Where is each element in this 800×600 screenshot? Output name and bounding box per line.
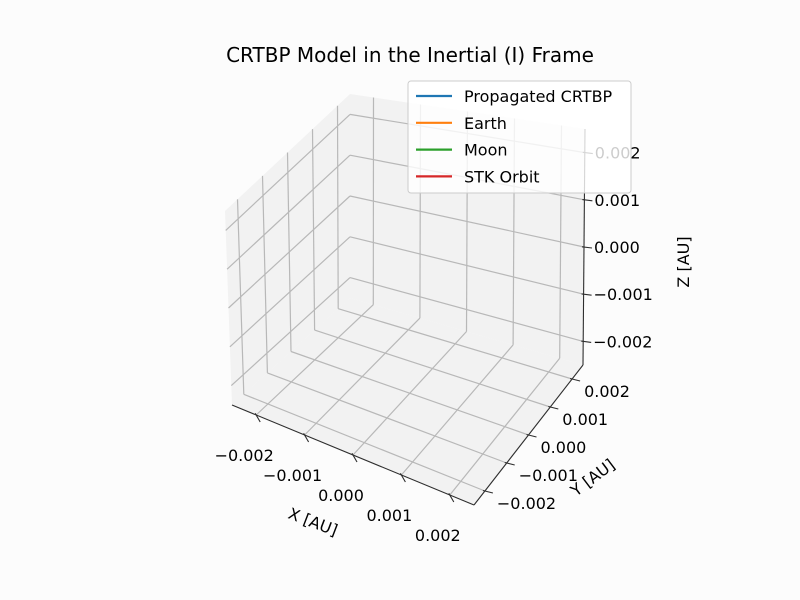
x-tick-mark: [254, 413, 261, 423]
x-tick-label: 0.000: [318, 486, 364, 505]
legend-item: Earth: [416, 114, 507, 133]
y-tick-mark: [482, 489, 494, 494]
legend-item: STK Orbit: [416, 167, 540, 186]
legend-item: Propagated CRTBP: [416, 87, 613, 106]
x-tick-label: 0.002: [415, 526, 461, 545]
z-grid-back: [349, 277, 584, 342]
y-grid-floor: [314, 329, 551, 408]
x-tick-mark: [303, 433, 310, 443]
y-grid-floor: [290, 350, 529, 436]
y-tick-mark: [504, 461, 515, 466]
z-tick-mark: [581, 293, 592, 296]
legend-label: Earth: [464, 114, 507, 133]
z-tick-label: 0.001: [594, 191, 640, 210]
y-tick-label: 0.002: [584, 382, 630, 401]
left-pane: [225, 94, 350, 405]
y-tick-label: 0.001: [562, 410, 608, 429]
z-grid-left: [229, 236, 351, 348]
x-tick-mark: [351, 453, 358, 463]
z-tick-label: −0.001: [594, 285, 653, 304]
z-tick-label: 0.000: [594, 238, 640, 257]
y-tick-mark: [569, 377, 581, 382]
legend: Propagated CRTBP Earth Moon STK Orbit: [407, 80, 632, 194]
x-axis-label: X [AU]: [286, 504, 341, 540]
y-grid-floor: [267, 372, 507, 464]
x-tick-label: −0.002: [215, 446, 274, 465]
z-tick-mark: [581, 246, 593, 249]
y-tick-labels: −0.002 −0.001 0.000 0.001 0.002: [497, 382, 630, 513]
legend-item: Moon: [416, 141, 508, 160]
x-tick-label: −0.001: [263, 466, 322, 485]
x-tick-label: 0.001: [366, 506, 412, 525]
z-tick-mark: [581, 340, 592, 343]
z-grid-left: [228, 195, 351, 309]
z-grid-left: [226, 154, 351, 270]
legend-label: Propagated CRTBP: [464, 87, 613, 106]
x-tick-mark: [448, 493, 455, 503]
z-grid-back: [349, 195, 585, 248]
floor-pane: [232, 298, 583, 505]
y-tick-label: 0.000: [541, 438, 587, 457]
legend-box: [407, 80, 632, 194]
legend-label: STK Orbit: [464, 167, 540, 186]
tick-marks: [254, 151, 593, 503]
chart-title: CRTBP Model in the Inertial (I) Frame: [226, 43, 594, 67]
z-grid-left: [225, 113, 351, 231]
z-tick-mark: [582, 199, 593, 202]
y-tick-label: −0.002: [497, 494, 556, 513]
y-grid-floor: [243, 393, 486, 492]
y-tick-mark: [548, 405, 559, 410]
y-tick-mark: [526, 433, 537, 438]
y-tick-label: −0.001: [519, 466, 578, 485]
x-tick-mark: [399, 473, 406, 483]
z-grid-back: [349, 236, 584, 295]
z-tick-label: −0.002: [593, 332, 652, 351]
y-grid-floor: [338, 308, 573, 380]
z-axis-label: Z [AU]: [674, 236, 693, 287]
legend-label: Moon: [464, 141, 508, 160]
z-grid-left: [230, 277, 351, 387]
